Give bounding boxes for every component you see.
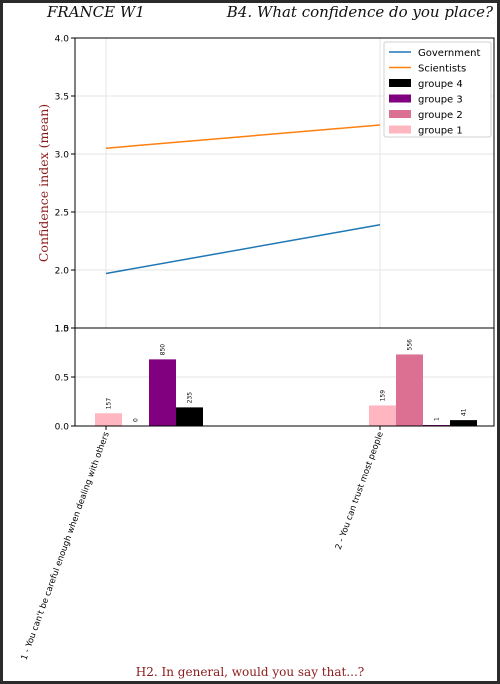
lower-plot-frame — [74, 327, 495, 427]
legend-label: groupe 2 — [418, 110, 463, 121]
legend-patch-swatch — [389, 125, 411, 134]
y-tick-label: 4.0 — [55, 35, 70, 45]
legend-patch-swatch — [389, 110, 411, 118]
legend-patch-swatch — [389, 94, 411, 103]
x-category-label: 2 - You can trust most people — [334, 431, 386, 552]
y-tick-label-lower: 0.5 — [55, 374, 69, 384]
legend-label: Government — [418, 48, 480, 59]
bar-groupe-3 — [149, 359, 176, 426]
bar-count-label: 159 — [380, 390, 387, 402]
y-tick-label-lower: 1.0 — [55, 325, 70, 335]
series-line-government — [105, 224, 381, 275]
legend-label: groupe 1 — [418, 126, 463, 137]
y-axis-label: Confidence index (mean) — [36, 104, 51, 262]
question-title: B4. What confidence do you place? — [226, 3, 493, 21]
legend-label: groupe 3 — [418, 95, 463, 106]
bar-groupe-4 — [176, 407, 203, 426]
legend-label: Scientists — [418, 64, 466, 75]
y-tick-label: 2.5 — [55, 209, 69, 219]
bar-count-label: 0 — [133, 418, 140, 422]
bar-count-label: 850 — [160, 344, 167, 356]
bar-count-label: 1 — [434, 417, 441, 421]
country-wave-title: FRANCE W1 — [47, 3, 145, 21]
bar-count-label: 157 — [106, 398, 113, 410]
bar-groupe-4 — [450, 420, 477, 426]
legend-patch-swatch — [389, 79, 411, 87]
series-line-scientists — [105, 124, 381, 149]
y-tick-label: 1.5 — [55, 325, 69, 335]
chart-canvas: FRANCE W1 B4. What confidence do you pla… — [3, 3, 497, 681]
y-tick-label: 2.0 — [55, 267, 70, 277]
x-question-label: H2. In general, would you say that...? — [135, 665, 365, 679]
bar-groupe-1 — [369, 405, 396, 426]
bar-count-label: 41 — [461, 408, 468, 416]
y-tick-label-lower: 0.0 — [55, 423, 70, 433]
bar-count-label: 235 — [187, 392, 194, 404]
legend-label: groupe 4 — [418, 79, 463, 90]
chart-svg: 1.5 2.0 2.5 3.0 3.5 4.0 Confidence index (mean… — [20, 35, 495, 662]
bar-groupe-1 — [95, 413, 122, 426]
y-tick-label: 3.0 — [55, 151, 70, 161]
x-category-label: 1 - You can't be careful enough when dea… — [20, 430, 112, 662]
bar-count-label: 556 — [407, 339, 414, 351]
y-tick-label: 3.5 — [55, 93, 69, 103]
bar-groupe-2 — [396, 354, 423, 426]
